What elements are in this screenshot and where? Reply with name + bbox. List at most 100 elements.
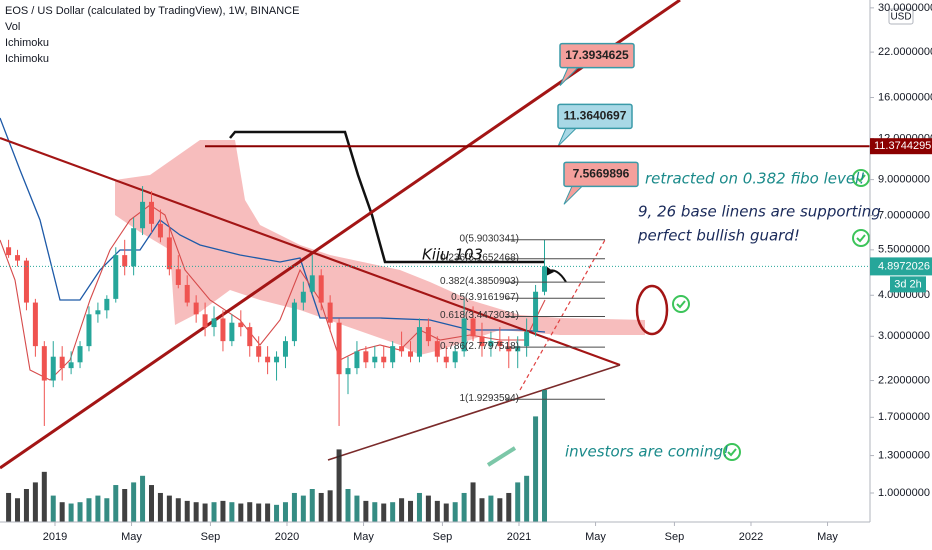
y-tick-label: 1.3000000 [878,449,930,461]
volume-bar [104,498,110,522]
indicator-label: Vol [5,21,20,33]
volume-bar [425,495,431,522]
volume-bar [336,449,342,522]
candle-body [104,298,110,311]
annotation: Kiju 103 [422,246,483,264]
candle-body [479,336,485,347]
y-tick-label: 22.0000000 [878,46,932,58]
volume-bar [408,500,414,522]
candle-body [291,302,297,342]
volume-bar [434,500,440,522]
y-tick-label: 1.7000000 [878,411,930,423]
fib-label: 0(5.9030341) [460,233,520,244]
candle-body [131,228,137,267]
volume-bar [193,502,199,522]
volume-bar [50,495,56,522]
candle-body [23,260,29,303]
candle-body [220,318,226,342]
x-tick-label: Sep [665,531,685,543]
candle-body [32,302,38,347]
volume-bar [229,502,235,522]
volume-bar [300,495,306,522]
volume-bar [291,492,297,522]
volume-bar [32,482,38,522]
candle-body [318,275,324,303]
candle-body [274,356,280,363]
volume-bar [238,503,244,522]
fib-label: 0.236(5.1652468) [440,252,519,263]
candle-body [265,356,271,363]
candle-body [336,322,342,375]
volume-bar [533,416,539,522]
candle-body [542,266,548,292]
candle-body [327,302,333,323]
volume-bar [68,503,74,522]
callout-box [563,161,639,188]
volume-bar [202,503,208,522]
candle-body [399,346,405,352]
volume-bar [327,490,333,522]
volume-bar [372,502,378,522]
volume-bar [354,495,360,522]
y-tick-label: 5.5000000 [878,244,930,256]
check-icons [672,169,870,461]
candle-body [59,356,65,369]
candle-body [354,351,360,369]
callout-label: 11.3640697 [564,108,627,122]
x-tick-label: Sep [201,531,221,543]
check-icon [852,169,870,187]
volume-bar [274,504,280,522]
volume-bar [488,495,494,522]
y-tick-label: 3.0000000 [878,330,930,342]
chart-title: EOS / US Dollar (calculated by TradingVi… [5,5,299,17]
candle-body [408,351,414,357]
y-tick-label: 9.0000000 [878,173,930,185]
volume-bar [542,390,548,522]
candle-body [506,346,512,352]
volume-bar [148,485,154,522]
hline-price-label: 11.3744295 [874,140,931,152]
candle-body [211,318,217,328]
candle-body [229,322,235,342]
y-tick-label: 1.0000000 [878,487,930,499]
volume-bar [41,471,47,522]
candle-body [443,356,449,363]
time-axis [0,522,870,550]
volume-bar [461,492,467,522]
annotation: 9, 26 base linens are supporting [638,203,881,221]
candle-body [15,255,21,261]
kijun-103 [229,130,545,264]
currency-box[interactable] [888,8,914,25]
indicator-label: Ichimoku [5,37,49,49]
highlight-circle [635,284,669,336]
conversion-line [0,204,546,381]
fib-label: 0.618(3.4473031) [440,310,519,321]
volume-bar [6,492,12,522]
callout-box [557,103,633,130]
candle-body [488,341,494,347]
volume-bar [282,502,288,522]
candle-body [345,368,351,375]
annotation: retracted on 0.382 fibo level! [645,170,865,188]
candle-body [425,327,431,342]
currency[interactable]: USD [890,12,911,23]
indicator-label: Ichimoku [5,53,49,65]
volume-bar [452,502,458,522]
volume-bar [524,475,530,522]
volume-bar [122,489,128,522]
volume-bar [256,503,262,522]
base-line [0,117,546,333]
volume-bar [443,503,449,522]
candle-body [416,327,422,357]
volume-bar [363,500,369,522]
volume-bar [220,500,226,522]
volume-bar [318,492,324,522]
candle-body [524,331,530,347]
arrow-head [546,266,554,276]
y-tick-label: 30.0000000 [878,2,932,14]
support-trendline [327,364,621,461]
check-icon [852,229,870,247]
last-price-label: 4.8972026 [878,260,930,272]
x-tick-label: May [817,531,838,543]
